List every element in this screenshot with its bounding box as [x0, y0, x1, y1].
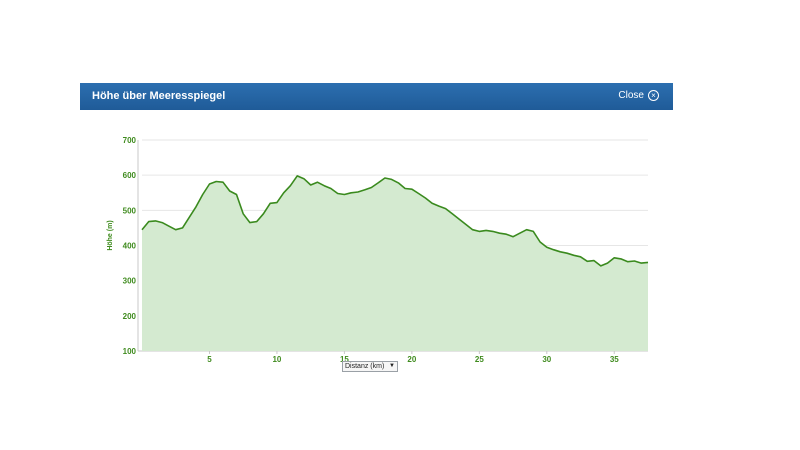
- x-axis-unit-select[interactable]: Distanz (km) ▼: [342, 361, 398, 372]
- y-tick-label: 600: [123, 171, 137, 180]
- close-label: Close: [618, 90, 644, 101]
- close-icon[interactable]: ×: [648, 90, 659, 101]
- elevation-line: [141, 175, 649, 267]
- y-tick-label: 300: [123, 277, 137, 286]
- x-tick-label: 5: [207, 355, 212, 364]
- x-tick-label: 20: [407, 355, 416, 364]
- x-tick-label: 30: [542, 355, 551, 364]
- x-tick-label: 35: [610, 355, 619, 364]
- dialog-title: Höhe über Meeresspiegel: [92, 90, 226, 102]
- y-tick-label: 100: [123, 347, 137, 356]
- y-tick-label: 500: [123, 206, 137, 215]
- close-button[interactable]: Close ×: [618, 90, 659, 101]
- y-axis-label: Höhe (m): [107, 220, 114, 250]
- y-tick-label: 400: [123, 242, 137, 251]
- x-tick-label: 25: [475, 355, 484, 364]
- dialog-titlebar: Höhe über Meeresspiegel Close ×: [80, 83, 673, 110]
- x-tick-label: 10: [272, 355, 281, 364]
- y-tick-label: 200: [123, 312, 137, 321]
- y-tick-label: 700: [123, 136, 137, 145]
- chevron-down-icon: ▼: [389, 363, 395, 369]
- x-axis-unit-value: Distanz (km): [345, 363, 385, 370]
- elevation-area: [142, 175, 648, 351]
- x-tick-label: 15: [340, 355, 349, 364]
